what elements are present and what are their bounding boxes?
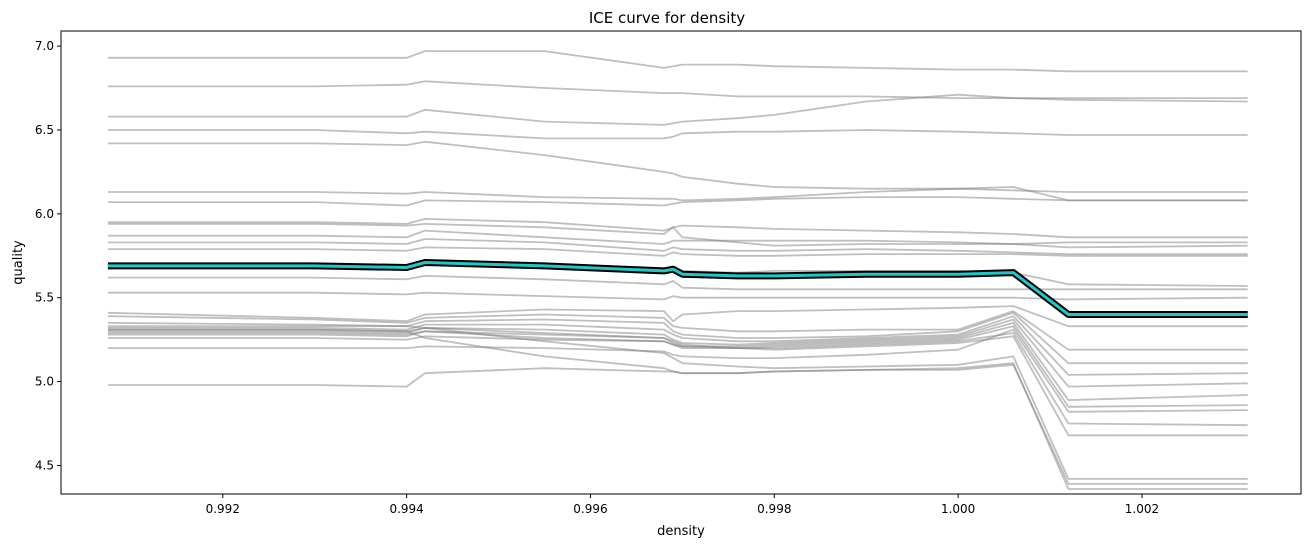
- ice-line-20: [107, 318, 1248, 388]
- y-tick-label: 7.0: [35, 39, 54, 53]
- x-tick-label: 0.998: [757, 502, 791, 516]
- ice-line-10: [107, 229, 1248, 245]
- x-axis-label: density: [657, 524, 705, 539]
- ice-line-6: [107, 186, 1248, 202]
- x-tick-label: 1.002: [1125, 502, 1159, 516]
- ice-line-8: [107, 217, 1248, 239]
- ice-line-4: [107, 129, 1248, 140]
- ice-line-3: [107, 93, 1248, 126]
- y-tick-label: 5.5: [35, 291, 54, 305]
- x-tick-label: 1.000: [941, 502, 975, 516]
- y-tick-label: 4.5: [35, 458, 54, 472]
- ice-line-18: [107, 311, 1248, 365]
- x-tick-label: 0.992: [206, 502, 240, 516]
- x-axis: 0.992 0.994 0.996 0.998 1.000 1.002: [206, 494, 1159, 516]
- y-tick-label: 6.0: [35, 207, 54, 221]
- average-line-group: [107, 259, 1248, 318]
- ice-line-17: [107, 310, 1248, 351]
- plot-frame: [60, 30, 1302, 495]
- ice-line-2: [107, 80, 1248, 99]
- ice-line-26: [107, 325, 1248, 480]
- x-tick-label: 0.994: [389, 502, 423, 516]
- ice-line-16: [107, 305, 1248, 328]
- ice-line-22: [107, 325, 1248, 408]
- y-tick-label: 6.5: [35, 123, 54, 137]
- ice-line-1: [107, 50, 1248, 73]
- y-axis-label: quality: [11, 240, 26, 285]
- y-axis: 4.5 5.0 5.5 6.0 6.5 7.0: [35, 39, 61, 472]
- ice-line-14: [107, 274, 1248, 291]
- y-tick-label: 5.0: [35, 375, 54, 389]
- average-line: [107, 261, 1248, 316]
- chart-title: ICE curve for density: [589, 9, 745, 27]
- ice-line-12: [107, 246, 1248, 257]
- ice-line-5: [107, 140, 1248, 193]
- ice-line-25: [107, 326, 1248, 437]
- x-tick-label: 0.996: [573, 502, 607, 516]
- ice-line-28: [107, 362, 1248, 490]
- ice-line-19: [107, 315, 1248, 376]
- ice-line-11: [107, 238, 1248, 256]
- ice-line-7: [107, 196, 1248, 207]
- ice-line-15: [107, 291, 1248, 301]
